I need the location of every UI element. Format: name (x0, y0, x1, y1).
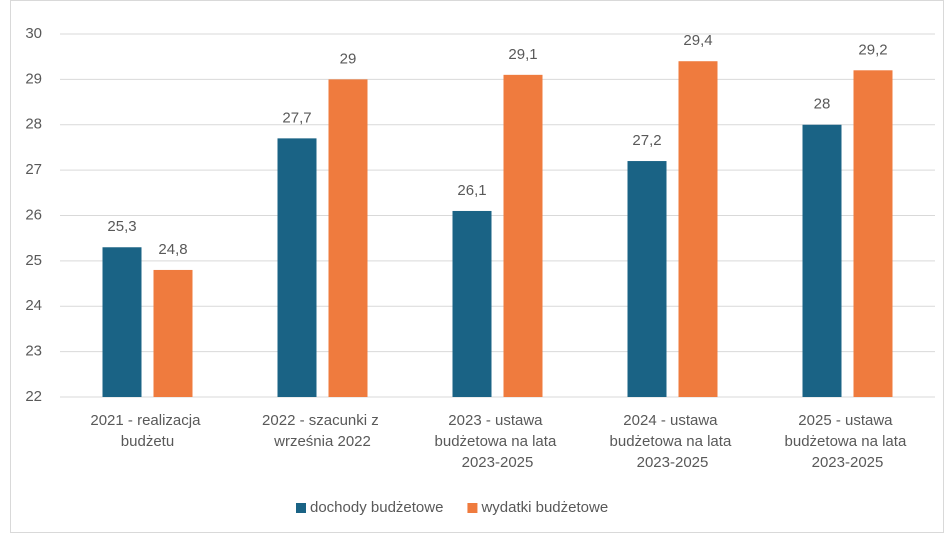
y-tick-label: 26 (25, 206, 42, 223)
bar (503, 74, 543, 398)
y-tick-label: 23 (25, 343, 42, 360)
y-tick-label: 27 (25, 161, 42, 178)
x-tick-label: 2023 - ustawa budżetowa na lata 2023-202… (435, 412, 561, 471)
legend-label: dochody budżetowe (310, 499, 443, 516)
data-label: 29,2 (858, 41, 887, 58)
bar (452, 210, 492, 397)
y-tick-label: 28 (25, 116, 42, 133)
bar (328, 79, 368, 397)
bar (277, 138, 317, 398)
bar (802, 124, 842, 397)
data-label: 29 (340, 50, 357, 67)
data-label: 25,3 (107, 218, 136, 235)
y-tick-label: 29 (25, 70, 42, 87)
legend-swatch (467, 503, 478, 513)
data-label: 28 (814, 96, 831, 113)
data-label: 27,2 (632, 132, 661, 149)
y-tick-label: 25 (25, 252, 42, 269)
x-tick-label: 2024 - ustawa budżetowa na lata 2023-202… (610, 412, 736, 471)
data-label: 27,7 (282, 109, 311, 126)
bar (678, 61, 718, 397)
y-tick-label: 24 (25, 297, 42, 314)
data-label: 29,1 (508, 46, 537, 63)
x-tick-label: 2021 - realizacja budżetu (90, 412, 204, 450)
y-tick-label: 30 (25, 25, 42, 42)
bar (153, 269, 193, 397)
bar (102, 247, 142, 397)
x-tick-label: 2022 - szacunki z września 2022 (262, 412, 383, 450)
legend-swatch (296, 503, 306, 513)
bar (853, 70, 893, 398)
bar (627, 161, 667, 397)
data-label: 24,8 (158, 241, 187, 258)
y-tick-label: 22 (25, 388, 42, 405)
legend-label: wydatki budżetowe (480, 499, 608, 516)
x-tick-label: 2025 - ustawa budżetowa na lata 2023-202… (785, 412, 911, 471)
data-label: 29,4 (683, 32, 712, 49)
data-label: 26,1 (457, 182, 486, 199)
